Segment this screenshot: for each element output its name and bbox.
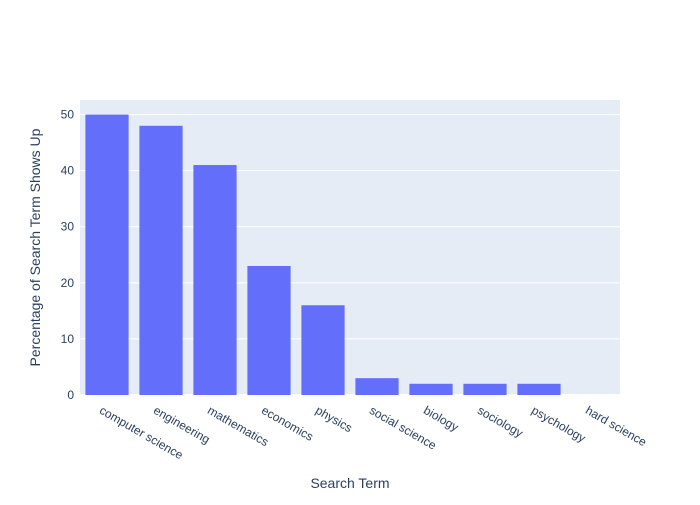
- y-tick-label: 40: [61, 164, 75, 178]
- bar-sociology: [463, 383, 507, 395]
- bar-computer-science: [85, 114, 129, 395]
- x-axis-ticks: computer scienceengineeringmathematicsec…: [97, 403, 649, 462]
- bar-mathematics: [193, 165, 237, 395]
- x-tick-label: sociology: [475, 403, 525, 440]
- bar-biology: [409, 383, 453, 395]
- x-tick-label: physics: [313, 403, 355, 435]
- x-tick-label: psychology: [529, 403, 588, 445]
- y-tick-label: 10: [61, 332, 75, 346]
- y-axis-title: Percentage of Search Term Shows Up: [27, 128, 43, 366]
- x-tick-label: biology: [421, 403, 461, 434]
- y-tick-label: 50: [61, 108, 75, 122]
- bar-physics: [301, 305, 345, 395]
- x-axis-title: Search Term: [310, 475, 389, 491]
- bar-engineering: [139, 125, 183, 396]
- y-tick-label: 20: [61, 276, 75, 290]
- y-axis-ticks: 0 10 20 30 40 50: [61, 108, 75, 402]
- y-tick-label: 0: [67, 388, 74, 402]
- y-tick-label: 30: [61, 220, 75, 234]
- bar-social-science: [355, 378, 399, 395]
- x-tick-label: hard science: [583, 403, 649, 449]
- bar-series: [85, 114, 561, 396]
- bar-economics: [247, 266, 291, 395]
- bar-psychology: [517, 383, 561, 395]
